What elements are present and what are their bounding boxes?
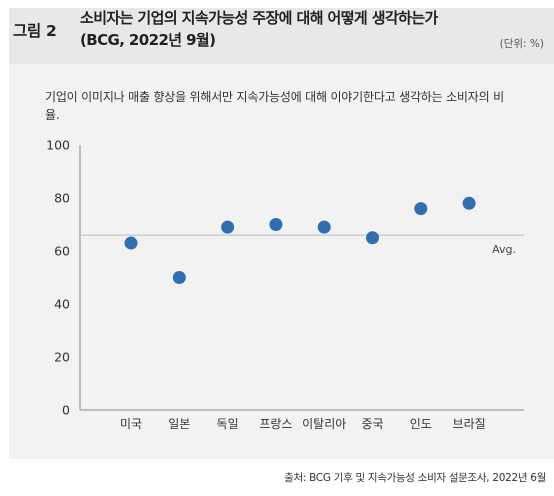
- average-label: Avg.: [492, 243, 516, 256]
- average-reference: Avg.: [80, 234, 524, 256]
- data-point: [414, 202, 428, 216]
- data-point: [124, 236, 138, 250]
- y-tick-labels: 0 20 40 60 80 100: [46, 138, 70, 418]
- y-tick-label: 60: [54, 244, 70, 259]
- data-point: [221, 220, 235, 234]
- y-tick-label: 20: [54, 350, 70, 365]
- data-points: [124, 196, 476, 284]
- figure-header: [9, 8, 554, 64]
- data-point: [462, 196, 476, 210]
- chart-axes: [79, 145, 524, 411]
- figure-title-source: (BCG, 2022년 9월): [80, 31, 216, 49]
- data-point: [172, 271, 186, 284]
- x-tick-label: 미국: [120, 417, 142, 431]
- x-tick-label: 독일: [217, 417, 239, 431]
- source-note: 출처: BCG 기후 및 지속가능성 소비자 설문조사, 2022년 6월: [284, 472, 546, 484]
- figure-number: 그림 2: [13, 22, 57, 40]
- y-tick-label: 80: [54, 191, 70, 206]
- x-tick-label: 프랑스: [259, 417, 292, 431]
- y-tick-label: 100: [46, 138, 70, 153]
- y-tick-label: 0: [62, 403, 70, 418]
- data-point: [317, 220, 331, 234]
- x-tick-labels: 미국 일본 독일 프랑스 이탈리아 중국 인도 브라질: [120, 417, 486, 431]
- data-point: [366, 231, 379, 245]
- x-tick-label: 중국: [361, 417, 383, 431]
- x-tick-label: 이탈리아: [302, 417, 346, 431]
- chart-panel: [9, 64, 554, 459]
- x-tick-label: 인도: [410, 417, 432, 431]
- x-tick-label: 브라질: [453, 417, 486, 431]
- unit-label: (단위: %): [499, 38, 544, 50]
- chart-subtitle: 기업이 이미지나 매출 향상을 위해서만 지속가능성에 대해 이야기한다고 생각…: [45, 90, 504, 122]
- y-tick-label: 40: [54, 297, 70, 312]
- figure-title: 소비자는 기업의 지속가능성 주장에 대해 어떻게 생각하는가: [80, 9, 438, 27]
- data-point: [269, 218, 283, 231]
- x-tick-label: 일본: [168, 417, 190, 431]
